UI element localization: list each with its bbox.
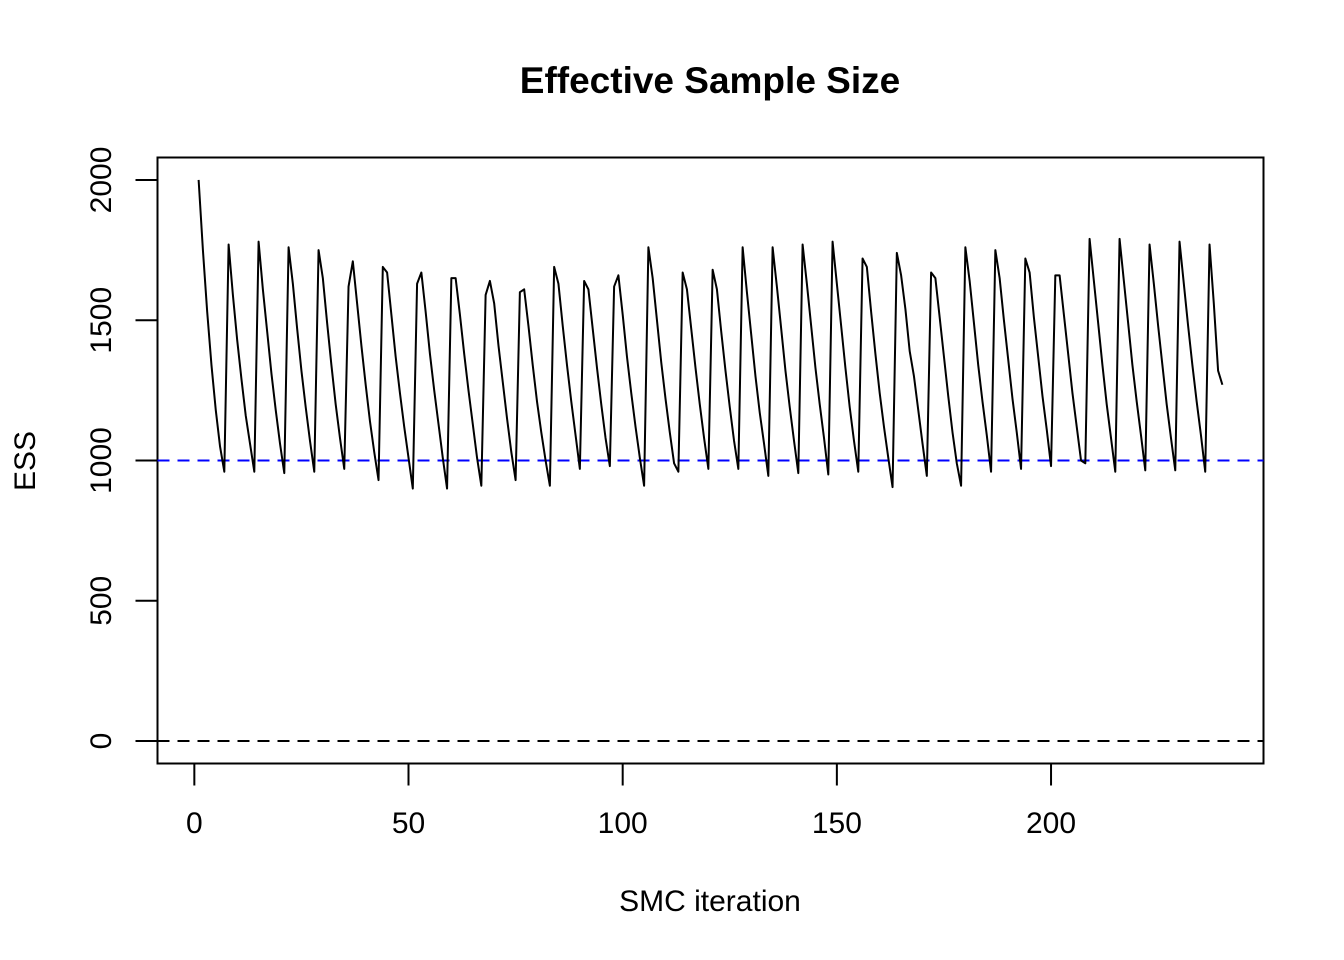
x-tick-label: 50	[392, 807, 425, 840]
y-tick-label: 1500	[85, 287, 118, 354]
y-tick-label: 500	[85, 576, 118, 626]
reference-lines	[157, 459, 1264, 743]
x-axis-label: SMC iteration	[619, 885, 801, 918]
x-tick-label: 100	[598, 807, 648, 840]
ess-series-line	[197, 179, 1224, 490]
y-axis: 0 500 1000 1500 2000	[85, 147, 159, 750]
y-axis-label: ESS	[9, 431, 42, 491]
x-tick-label: 200	[1026, 807, 1076, 840]
y-tick-label: 1000	[85, 427, 118, 494]
x-axis: 0 50 100 150 200	[186, 762, 1076, 840]
chart-title: Effective Sample Size	[520, 60, 900, 101]
y-tick-label: 2000	[85, 147, 118, 214]
y-tick-label: 0	[85, 733, 118, 750]
x-tick-label: 0	[186, 807, 203, 840]
series-layer	[197, 179, 1224, 490]
x-tick-label: 150	[812, 807, 862, 840]
